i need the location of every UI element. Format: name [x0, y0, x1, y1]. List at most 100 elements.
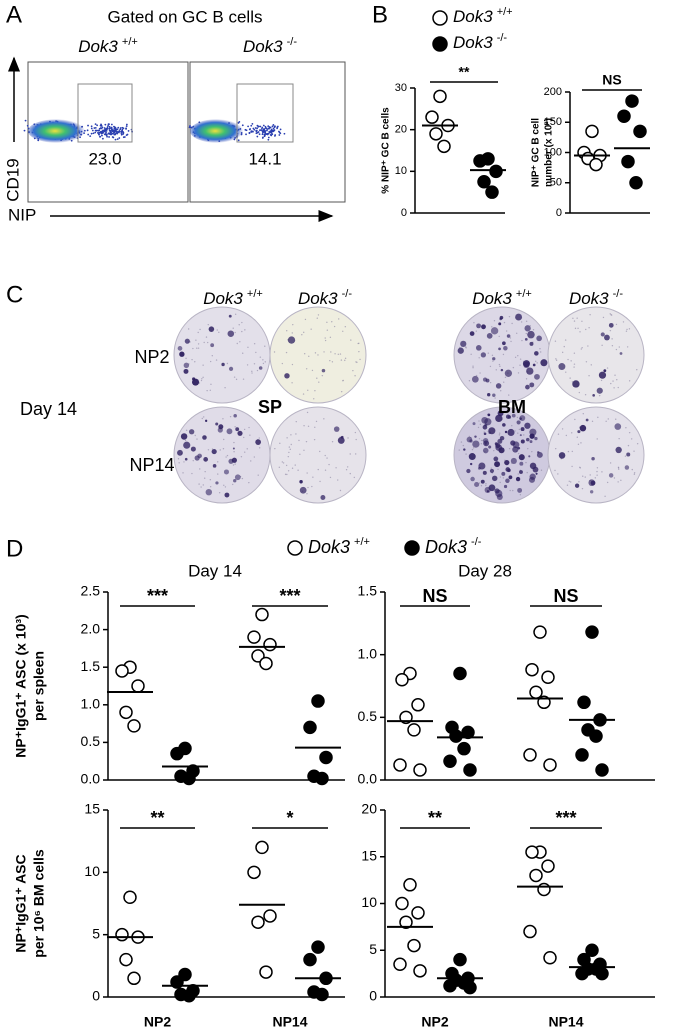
speck [337, 479, 339, 481]
speck [539, 351, 542, 353]
speck [475, 374, 478, 377]
speck [472, 447, 475, 449]
flow-event [265, 133, 268, 136]
spot [469, 462, 473, 466]
data-point [127, 971, 141, 986]
flow-event [274, 134, 277, 136]
spot [287, 336, 296, 344]
speck [557, 433, 560, 435]
data-point [429, 127, 443, 141]
speck [340, 390, 343, 393]
speck [248, 426, 250, 429]
speck [304, 318, 307, 321]
flow-event [99, 135, 101, 138]
speck [286, 437, 288, 439]
y-tick-label: 150 [544, 116, 562, 128]
speck [527, 447, 529, 450]
speck [201, 417, 203, 420]
significance-label: *** [555, 808, 576, 828]
flow-event [113, 133, 116, 136]
speck [539, 348, 541, 350]
spot [483, 432, 487, 436]
data-point [617, 109, 631, 123]
tissue-label: SP [258, 397, 282, 417]
row-label: NP2 [134, 347, 169, 367]
spot [337, 436, 345, 444]
spot [534, 436, 538, 441]
spot [504, 459, 510, 466]
speck [241, 477, 244, 480]
speck [462, 444, 465, 447]
speck [303, 353, 306, 355]
speck [232, 464, 235, 466]
significance-label: NS [602, 72, 621, 88]
spot [503, 345, 508, 351]
speck [578, 481, 580, 483]
data-point [529, 685, 543, 700]
spot [183, 362, 190, 369]
speck [576, 317, 578, 319]
speck [589, 314, 591, 316]
flow-event [269, 133, 272, 136]
spot [233, 413, 237, 418]
flow-event [256, 135, 259, 138]
y-tick-label: 0.5 [81, 733, 101, 749]
y-tick-label: 2.5 [81, 583, 101, 599]
flow-density [28, 119, 88, 143]
speck [342, 380, 344, 382]
speck [301, 334, 303, 336]
speck [517, 473, 519, 475]
speck [185, 429, 188, 431]
speck [262, 359, 264, 361]
speck [337, 353, 340, 356]
speck [512, 489, 514, 492]
data-point [541, 859, 555, 873]
speck [311, 369, 314, 372]
data-point [303, 952, 317, 967]
speck [234, 331, 236, 334]
spot [498, 347, 501, 351]
y-tick-label: 20 [361, 801, 377, 817]
speck [596, 474, 598, 476]
spot [487, 413, 491, 417]
speck [323, 351, 325, 353]
speck [218, 331, 220, 334]
flow-event [120, 133, 123, 136]
data-point [523, 924, 537, 939]
speck [335, 467, 337, 469]
speck [281, 461, 284, 463]
spot [529, 382, 535, 388]
speck [219, 449, 221, 451]
speck [525, 378, 528, 380]
spot [524, 325, 531, 332]
speck [253, 456, 256, 458]
spot [235, 427, 240, 432]
speck [584, 394, 587, 396]
speck [278, 466, 281, 468]
spot [482, 424, 488, 430]
flow-event [101, 126, 104, 129]
speck [342, 330, 344, 332]
speck [197, 343, 200, 345]
speck [310, 328, 312, 330]
speck [517, 372, 520, 374]
flow-event [103, 127, 106, 129]
speck [223, 438, 225, 441]
flow-event [257, 125, 260, 128]
speck [589, 474, 591, 476]
data-point [541, 670, 555, 684]
data-point [585, 124, 599, 139]
speck [198, 483, 200, 485]
speck [222, 418, 224, 420]
speck [308, 355, 310, 358]
spot [517, 446, 521, 450]
speck [569, 377, 571, 379]
flow-event [102, 129, 104, 132]
speck [517, 355, 519, 357]
spot [183, 368, 189, 374]
spot [224, 492, 230, 498]
gene: Dok3 [569, 289, 609, 308]
speck [615, 323, 618, 326]
column-label: Dok3 +/+ [203, 288, 263, 309]
speck [625, 427, 627, 429]
